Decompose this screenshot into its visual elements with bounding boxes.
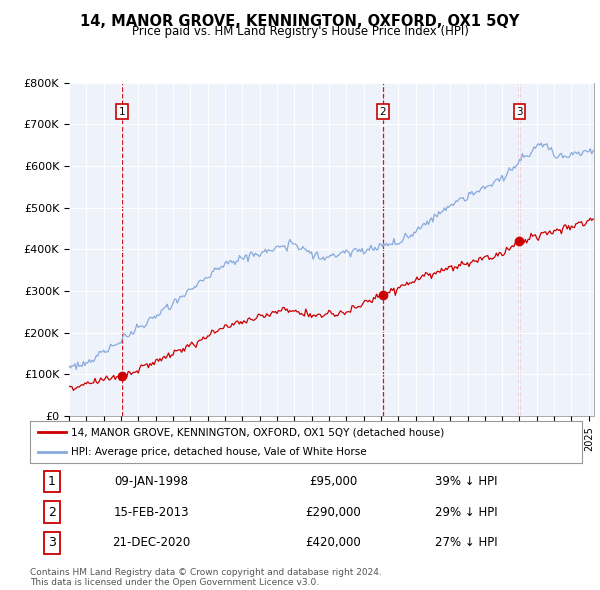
Text: 1: 1	[48, 475, 56, 488]
Text: 27% ↓ HPI: 27% ↓ HPI	[435, 536, 497, 549]
Text: 3: 3	[48, 536, 56, 549]
Text: £290,000: £290,000	[306, 506, 361, 519]
Text: 2: 2	[48, 506, 56, 519]
Text: 15-FEB-2013: 15-FEB-2013	[113, 506, 189, 519]
Text: HPI: Average price, detached house, Vale of White Horse: HPI: Average price, detached house, Vale…	[71, 447, 367, 457]
Text: Price paid vs. HM Land Registry's House Price Index (HPI): Price paid vs. HM Land Registry's House …	[131, 25, 469, 38]
Text: 09-JAN-1998: 09-JAN-1998	[115, 475, 188, 488]
Text: 1: 1	[118, 107, 125, 117]
Text: 21-DEC-2020: 21-DEC-2020	[112, 536, 191, 549]
Text: 14, MANOR GROVE, KENNINGTON, OXFORD, OX1 5QY: 14, MANOR GROVE, KENNINGTON, OXFORD, OX1…	[80, 14, 520, 28]
Text: 39% ↓ HPI: 39% ↓ HPI	[435, 475, 497, 488]
Text: £420,000: £420,000	[306, 536, 361, 549]
Text: 2: 2	[380, 107, 386, 117]
Text: 14, MANOR GROVE, KENNINGTON, OXFORD, OX1 5QY (detached house): 14, MANOR GROVE, KENNINGTON, OXFORD, OX1…	[71, 427, 445, 437]
Text: 29% ↓ HPI: 29% ↓ HPI	[435, 506, 497, 519]
Text: Contains HM Land Registry data © Crown copyright and database right 2024.
This d: Contains HM Land Registry data © Crown c…	[30, 568, 382, 587]
Text: 3: 3	[516, 107, 523, 117]
Text: £95,000: £95,000	[310, 475, 358, 488]
